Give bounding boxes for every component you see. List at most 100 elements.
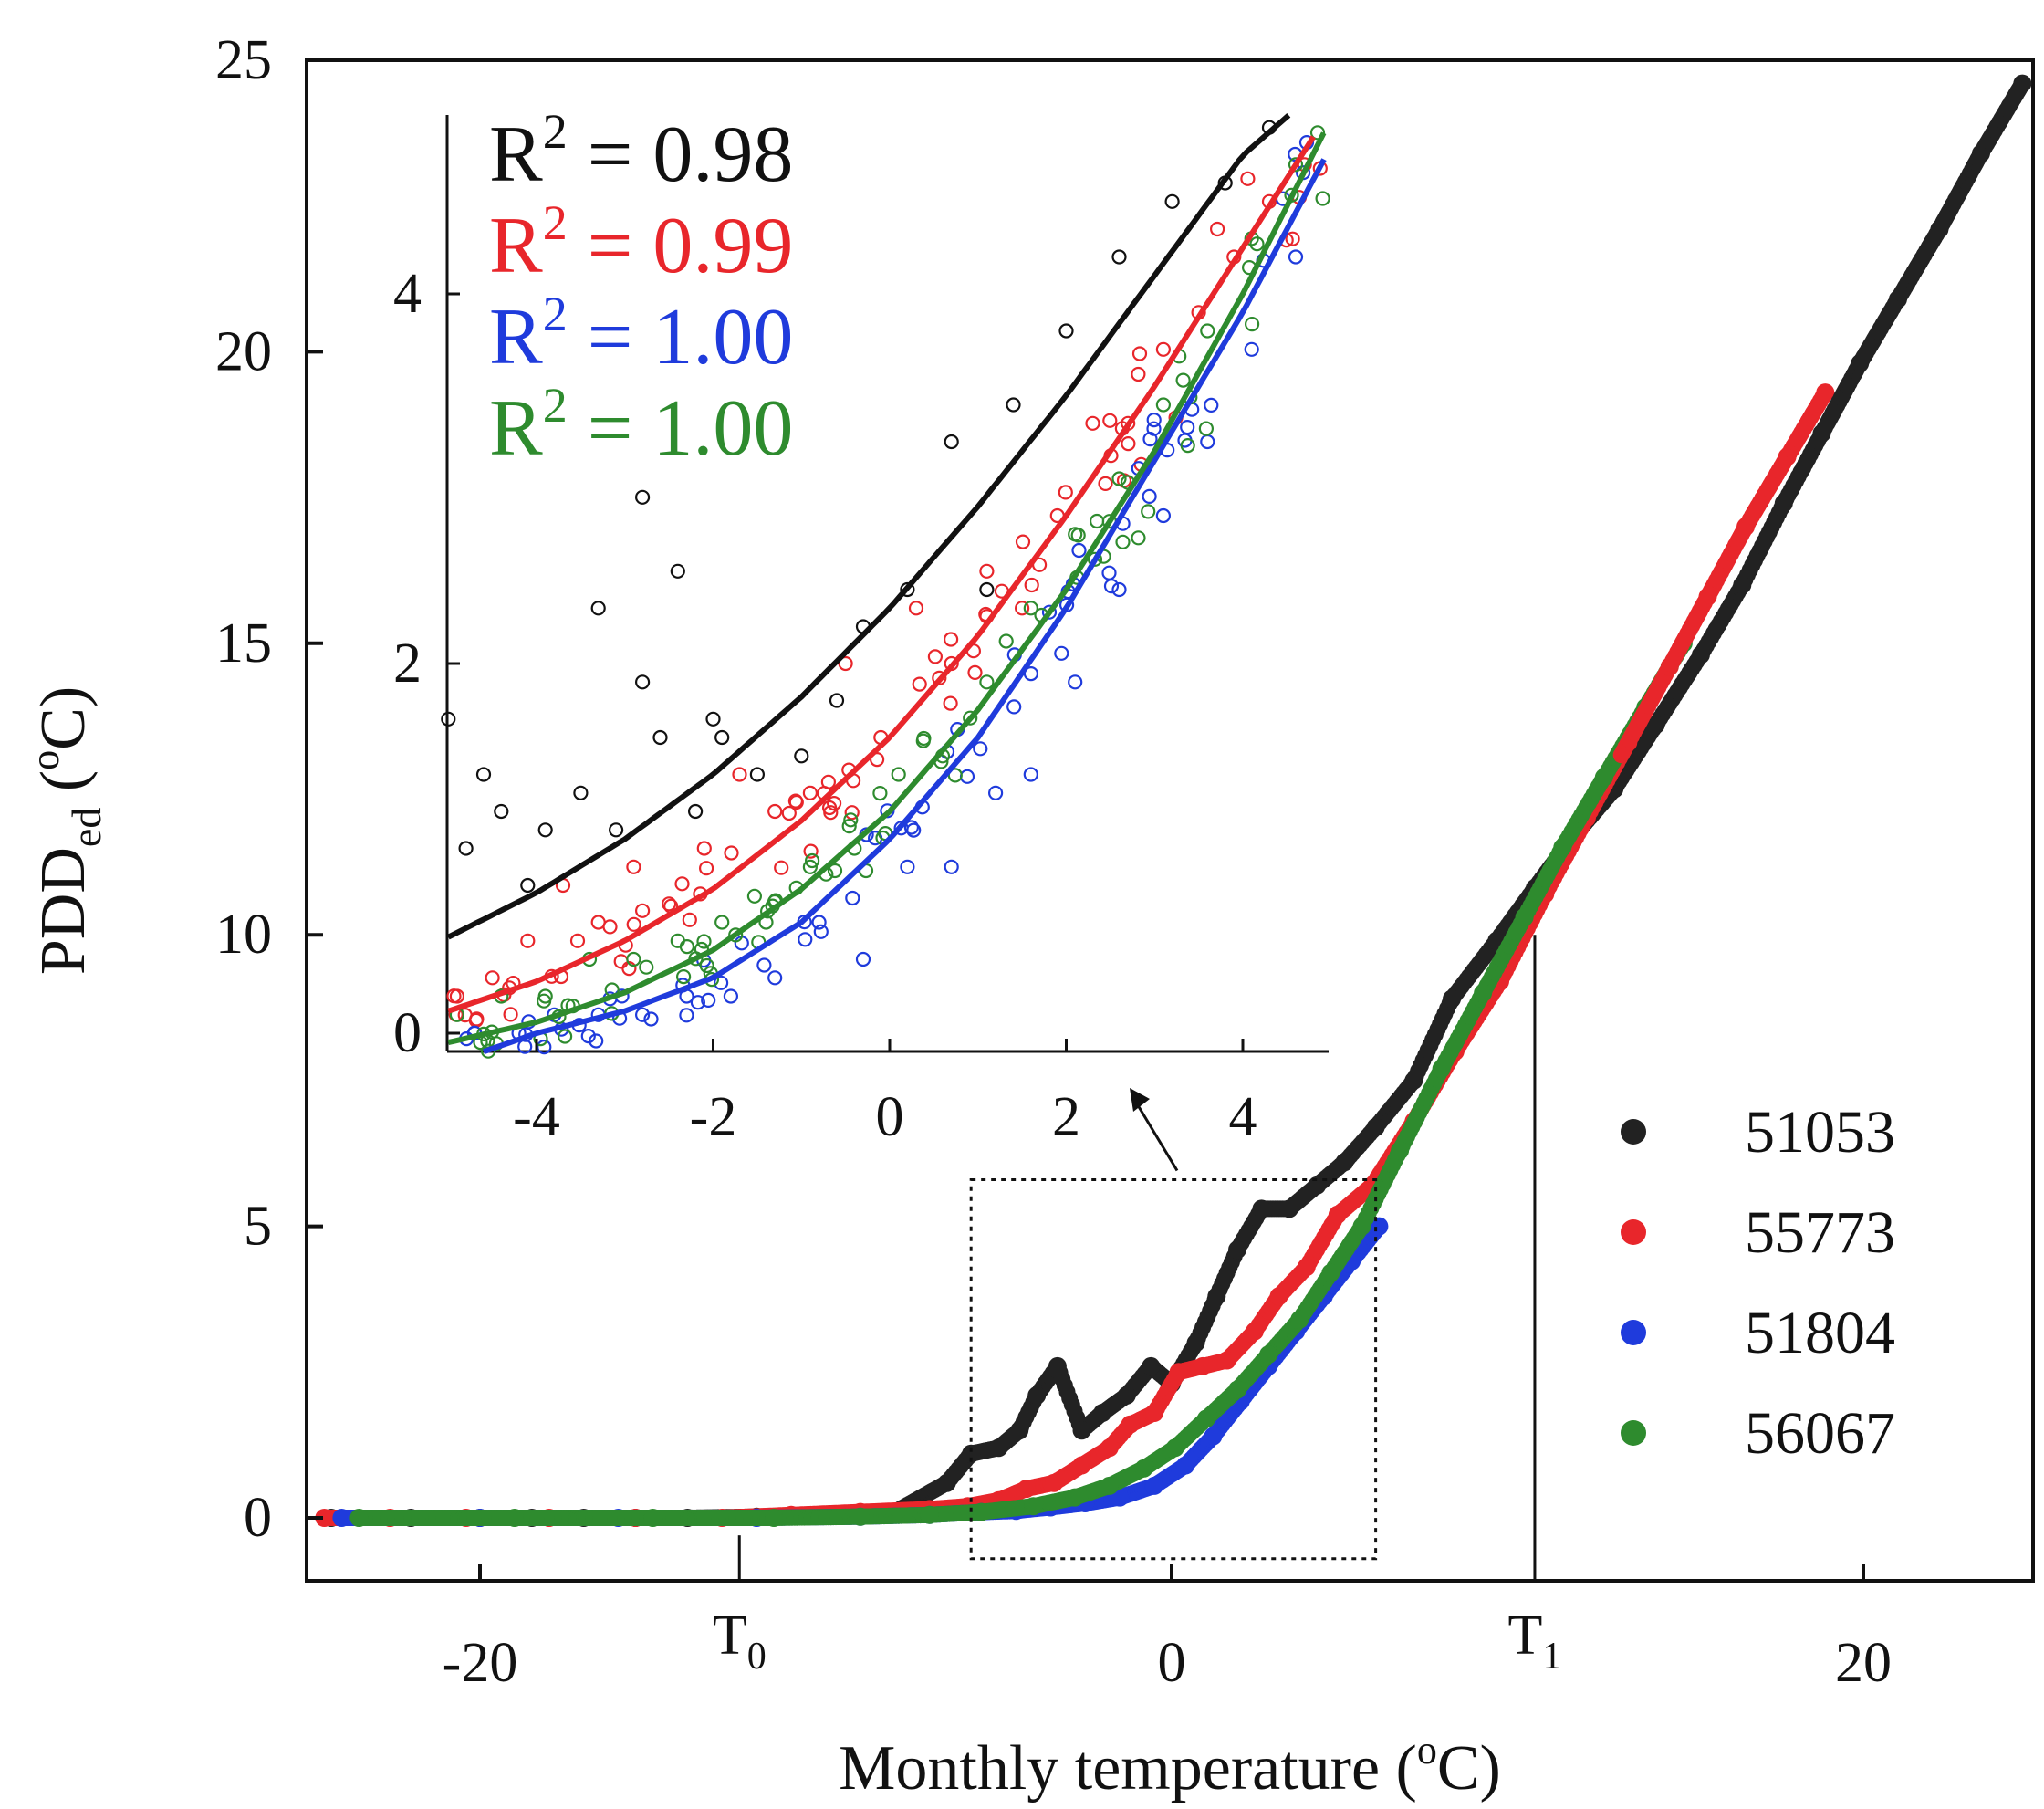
data-point <box>1366 1118 1385 1136</box>
data-point <box>850 1507 870 1526</box>
data-point <box>1594 768 1613 787</box>
inset-point <box>844 805 860 821</box>
inset-point <box>652 729 668 746</box>
inset-point <box>1204 397 1219 413</box>
data-point <box>1024 1497 1043 1516</box>
inset-point <box>626 951 641 967</box>
zoom-arrow-head <box>1130 1088 1150 1112</box>
inset-point <box>1121 436 1136 452</box>
inset-point <box>536 993 552 1009</box>
inset-point <box>749 767 766 782</box>
inset-point <box>1175 372 1191 388</box>
data-point <box>1217 1351 1236 1370</box>
data-point <box>1352 1217 1371 1236</box>
inset-point <box>557 1029 573 1044</box>
inset-point <box>674 876 690 892</box>
inset-point <box>687 803 704 820</box>
legend: 51053 55773 51804 56067 <box>1621 1099 1895 1467</box>
data-point <box>1404 1071 1424 1090</box>
inset-point <box>1180 438 1195 454</box>
legend-item-51804: 51804 <box>1621 1300 1895 1366</box>
inset-point <box>916 730 932 747</box>
inset-point <box>458 841 474 856</box>
inset-point <box>1054 645 1069 661</box>
inset-point <box>1285 231 1300 246</box>
inset-point <box>1244 317 1260 332</box>
inset-point <box>1023 601 1038 616</box>
inset-point <box>1068 674 1083 690</box>
inset-point <box>670 933 685 948</box>
inset-point <box>967 664 983 681</box>
legend-item-56067: 56067 <box>1621 1400 1895 1467</box>
inset-point <box>826 795 842 811</box>
inset-point <box>723 988 739 1004</box>
inset-point <box>803 843 819 859</box>
r2-annotation: R2 = 0.99 <box>489 195 793 290</box>
inset-point <box>696 934 712 949</box>
inset-point <box>843 812 859 828</box>
x-tick-label: -20 <box>443 1632 518 1694</box>
legend-label: 56067 <box>1745 1400 1895 1467</box>
inset-point <box>480 1043 496 1059</box>
inset-point <box>1240 171 1256 186</box>
inset-point <box>485 970 500 986</box>
inset-axes: -4 -2 0 2 4 0 2 4 <box>393 263 1257 1148</box>
data-point <box>1207 1287 1226 1306</box>
data-point <box>1117 1386 1136 1405</box>
legend-label: 55773 <box>1745 1199 1895 1266</box>
inset-point <box>767 803 783 820</box>
data-point <box>1145 1404 1163 1422</box>
legend-marker <box>1621 1119 1646 1145</box>
data-point <box>505 1509 524 1527</box>
inset-point <box>891 767 906 782</box>
legend-marker <box>1621 1420 1646 1446</box>
data-point <box>1145 1476 1163 1495</box>
inset-point <box>639 959 654 975</box>
x-tick-label: 0 <box>1158 1632 1186 1694</box>
inset-point <box>1288 157 1304 173</box>
data-point <box>1100 1476 1119 1495</box>
inset-point <box>1141 504 1156 519</box>
inset-point <box>1131 530 1146 546</box>
data-point <box>1196 1409 1215 1428</box>
data-point <box>937 1473 956 1492</box>
r2-annotation: R2 = 1.00 <box>489 378 793 473</box>
inset-point <box>1155 507 1172 524</box>
inset-point <box>900 859 915 874</box>
data-point <box>1228 1380 1246 1399</box>
data-point <box>1443 989 1461 1009</box>
y-tick-label: 20 <box>215 320 272 382</box>
inset-point <box>827 863 843 879</box>
inset-point <box>841 818 857 834</box>
inset-point <box>1111 581 1127 598</box>
inset-point <box>947 768 963 783</box>
data-point <box>1290 1310 1309 1329</box>
data-point <box>1186 1333 1205 1353</box>
y-tick-label: 10 <box>215 904 272 966</box>
inset-point <box>520 877 536 894</box>
inset-point <box>829 693 845 708</box>
inset-point <box>872 785 888 801</box>
inset-point <box>446 988 462 1004</box>
inset-point <box>626 916 641 932</box>
data-point <box>989 1438 1008 1458</box>
inset-point <box>943 695 958 711</box>
inset-point <box>732 767 747 782</box>
inset-point <box>987 785 1004 800</box>
inset-point <box>1288 249 1304 265</box>
inset-point <box>1101 565 1117 580</box>
inset-x-tick-label: -2 <box>690 1086 737 1148</box>
inset-point <box>1164 193 1180 209</box>
data-point <box>1093 1404 1112 1422</box>
data-point <box>1010 1421 1029 1440</box>
inset-point <box>1244 341 1259 357</box>
inset-point <box>1098 476 1113 492</box>
inset-point <box>1006 699 1022 715</box>
inset-point <box>643 1011 659 1027</box>
inset-point <box>774 860 789 875</box>
zoom-indicator <box>969 1088 1378 1561</box>
series-55773-upper <box>1612 385 1833 764</box>
inset-point <box>813 924 829 939</box>
marker-label-t0: T0 <box>713 1605 766 1678</box>
data-point <box>1045 1473 1064 1492</box>
